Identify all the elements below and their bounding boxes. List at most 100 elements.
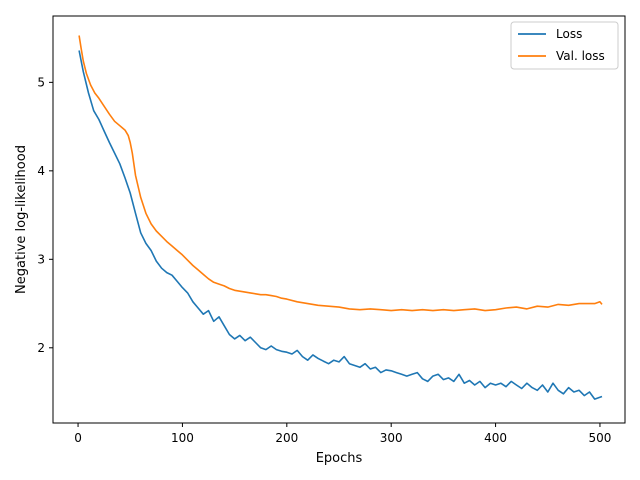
data-point xyxy=(370,368,371,369)
data-point xyxy=(260,294,261,295)
data-point xyxy=(579,303,580,304)
data-point xyxy=(161,236,162,237)
data-point xyxy=(245,292,246,293)
data-point xyxy=(187,292,188,293)
x-tick-label: 200 xyxy=(275,431,298,445)
data-point xyxy=(255,342,256,343)
data-point xyxy=(589,391,590,392)
data-point xyxy=(422,309,423,310)
data-point xyxy=(307,303,308,304)
data-point xyxy=(469,380,470,381)
data-point xyxy=(516,384,517,385)
data-point xyxy=(119,163,120,164)
data-point xyxy=(412,374,413,375)
data-point xyxy=(448,377,449,378)
data-point xyxy=(218,284,219,285)
data-point xyxy=(198,269,199,270)
x-tick-label: 400 xyxy=(484,431,507,445)
data-point xyxy=(412,310,413,311)
data-point xyxy=(318,358,319,359)
data-point xyxy=(208,310,209,311)
data-point xyxy=(328,363,329,364)
data-point xyxy=(250,337,251,338)
data-point xyxy=(464,383,465,384)
data-point xyxy=(584,395,585,396)
data-point xyxy=(229,334,230,335)
data-point xyxy=(406,376,407,377)
y-tick-label: 3 xyxy=(37,252,45,266)
data-point xyxy=(281,298,282,299)
data-point xyxy=(601,396,602,397)
data-point xyxy=(594,303,595,304)
data-point xyxy=(490,383,491,384)
data-point xyxy=(109,142,110,143)
data-point xyxy=(177,281,178,282)
data-point xyxy=(323,361,324,362)
data-point xyxy=(338,361,339,362)
data-point xyxy=(260,347,261,348)
data-point xyxy=(495,309,496,310)
data-point xyxy=(344,356,345,357)
data-point xyxy=(558,390,559,391)
data-point xyxy=(208,278,209,279)
data-point xyxy=(93,110,94,111)
data-point xyxy=(83,71,84,72)
data-point xyxy=(79,50,80,51)
legend-label-loss: Loss xyxy=(556,27,582,41)
data-point xyxy=(485,310,486,311)
data-point xyxy=(291,353,292,354)
data-point xyxy=(88,92,89,93)
data-point xyxy=(380,372,381,373)
data-point xyxy=(479,381,480,382)
data-point xyxy=(203,314,204,315)
data-point xyxy=(573,391,574,392)
data-point xyxy=(547,307,548,308)
data-point xyxy=(391,370,392,371)
data-point xyxy=(385,369,386,370)
data-point xyxy=(438,374,439,375)
data-point xyxy=(128,135,129,136)
data-point xyxy=(281,351,282,352)
data-point xyxy=(453,381,454,382)
data-point xyxy=(109,114,110,115)
data-point xyxy=(98,119,99,120)
data-point xyxy=(135,213,136,214)
data-point xyxy=(443,309,444,310)
data-point xyxy=(145,213,146,214)
data-point xyxy=(532,387,533,388)
data-point xyxy=(171,245,172,246)
data-point xyxy=(601,304,602,305)
data-point xyxy=(474,384,475,385)
data-point xyxy=(182,287,183,288)
data-point xyxy=(594,399,595,400)
data-point xyxy=(599,397,600,398)
data-point xyxy=(114,121,115,122)
data-point xyxy=(224,285,225,286)
data-point xyxy=(328,306,329,307)
data-point xyxy=(229,288,230,289)
data-point xyxy=(245,340,246,341)
data-point xyxy=(198,307,199,308)
data-point xyxy=(396,372,397,373)
legend-label-val-loss: Val. loss xyxy=(556,49,605,63)
data-point xyxy=(187,260,188,261)
data-point xyxy=(104,130,105,131)
data-point xyxy=(151,250,152,251)
data-point xyxy=(516,307,517,308)
data-point xyxy=(485,387,486,388)
data-point xyxy=(271,295,272,296)
data-point xyxy=(124,130,125,131)
data-point xyxy=(161,268,162,269)
data-point xyxy=(213,321,214,322)
series-line-val-loss xyxy=(78,35,603,312)
data-point xyxy=(213,282,214,283)
data-point xyxy=(135,175,136,176)
data-point xyxy=(166,241,167,242)
data-point xyxy=(318,305,319,306)
x-tick-label: 0 xyxy=(74,431,82,445)
data-point xyxy=(432,310,433,311)
data-point xyxy=(505,307,506,308)
data-point xyxy=(265,294,266,295)
data-point xyxy=(276,349,277,350)
